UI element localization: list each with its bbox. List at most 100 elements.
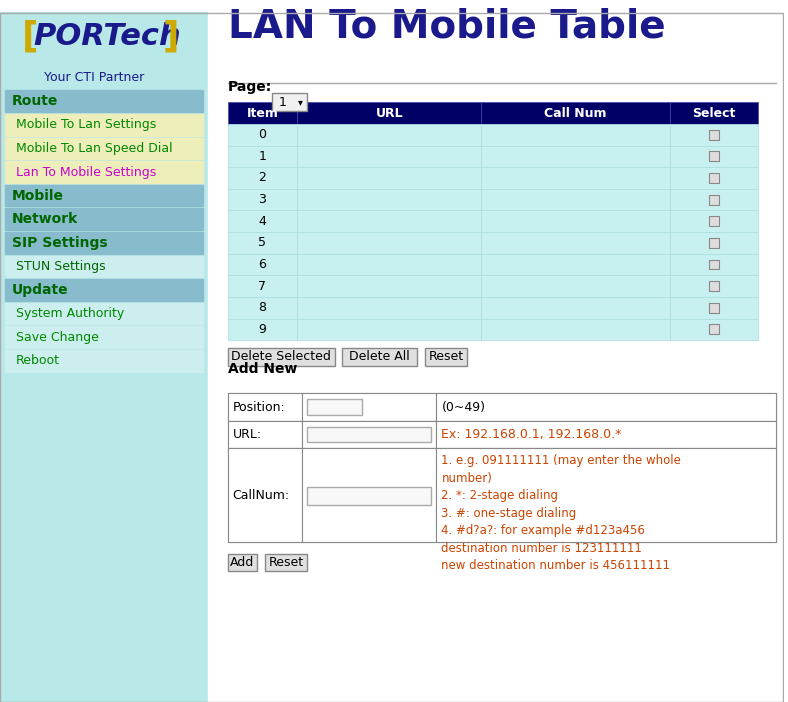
Bar bbox=[481, 253, 670, 275]
Bar bbox=[228, 167, 297, 189]
Bar bbox=[302, 420, 437, 449]
Text: 1: 1 bbox=[278, 95, 286, 109]
Bar bbox=[437, 393, 775, 420]
Bar bbox=[228, 253, 297, 275]
Bar bbox=[307, 427, 432, 442]
Bar bbox=[709, 130, 719, 140]
Bar bbox=[709, 216, 719, 226]
Text: Item: Item bbox=[247, 107, 278, 119]
Bar bbox=[208, 12, 784, 702]
Bar bbox=[481, 145, 670, 167]
Text: 1: 1 bbox=[258, 150, 266, 163]
Bar bbox=[425, 348, 467, 366]
Bar bbox=[709, 324, 719, 334]
Text: Update: Update bbox=[12, 283, 69, 297]
Bar bbox=[670, 145, 758, 167]
Bar bbox=[228, 211, 297, 232]
Bar bbox=[481, 319, 670, 340]
Bar bbox=[481, 275, 670, 297]
Bar bbox=[670, 275, 758, 297]
Text: Ex: 192.168.0.1, 192.168.0.*: Ex: 192.168.0.1, 192.168.0.* bbox=[441, 428, 622, 441]
Text: Mobile To Lan Speed Dial: Mobile To Lan Speed Dial bbox=[16, 142, 173, 155]
Bar bbox=[670, 167, 758, 189]
Text: URL:: URL: bbox=[232, 428, 262, 441]
Text: 7: 7 bbox=[258, 279, 266, 293]
Bar bbox=[437, 420, 775, 449]
Bar bbox=[228, 393, 775, 420]
Text: 2: 2 bbox=[258, 171, 266, 185]
Bar bbox=[709, 260, 719, 270]
Bar bbox=[228, 297, 297, 319]
Bar bbox=[297, 189, 481, 211]
Bar bbox=[228, 348, 334, 366]
Text: Delete Selected: Delete Selected bbox=[231, 350, 331, 364]
Text: Reboot: Reboot bbox=[16, 355, 60, 367]
Text: 9: 9 bbox=[258, 323, 266, 336]
Bar bbox=[297, 232, 481, 253]
Bar bbox=[228, 393, 302, 420]
Bar bbox=[709, 238, 719, 248]
Bar bbox=[297, 297, 481, 319]
Text: Page:: Page: bbox=[228, 81, 272, 94]
Bar bbox=[228, 232, 297, 253]
Bar bbox=[228, 275, 297, 297]
Bar bbox=[228, 420, 775, 449]
Text: 0: 0 bbox=[258, 128, 266, 141]
Bar bbox=[670, 319, 758, 340]
Bar bbox=[709, 152, 719, 161]
Bar bbox=[265, 554, 307, 571]
Bar bbox=[670, 124, 758, 145]
Bar bbox=[481, 232, 670, 253]
Bar bbox=[307, 399, 362, 415]
Bar bbox=[273, 93, 307, 111]
Text: Reset: Reset bbox=[429, 350, 463, 364]
Text: Position:: Position: bbox=[232, 401, 285, 413]
Bar bbox=[302, 449, 437, 542]
Text: 6: 6 bbox=[258, 258, 266, 271]
Bar bbox=[481, 297, 670, 319]
Text: SIP Settings: SIP Settings bbox=[12, 236, 107, 250]
Bar bbox=[709, 173, 719, 183]
Bar bbox=[670, 102, 758, 124]
Bar bbox=[228, 449, 302, 542]
Bar bbox=[5, 185, 203, 206]
Bar bbox=[481, 167, 670, 189]
Bar bbox=[5, 350, 203, 371]
Bar bbox=[0, 12, 208, 702]
Text: PORTech: PORTech bbox=[34, 22, 181, 51]
Bar bbox=[343, 348, 417, 366]
Bar bbox=[297, 319, 481, 340]
Text: Mobile: Mobile bbox=[12, 189, 64, 203]
Text: ▾: ▾ bbox=[298, 98, 303, 107]
Bar bbox=[709, 194, 719, 204]
Text: Mobile To Lan Settings: Mobile To Lan Settings bbox=[16, 119, 156, 131]
Bar bbox=[437, 449, 775, 542]
Text: Delete All: Delete All bbox=[349, 350, 410, 364]
Bar bbox=[297, 253, 481, 275]
Text: Reset: Reset bbox=[269, 556, 303, 569]
Bar bbox=[481, 102, 670, 124]
Text: Add: Add bbox=[230, 556, 255, 569]
Bar bbox=[297, 145, 481, 167]
Bar bbox=[297, 124, 481, 145]
Bar bbox=[5, 91, 203, 112]
Bar bbox=[481, 124, 670, 145]
Text: LAN To Mobile Table: LAN To Mobile Table bbox=[228, 7, 665, 45]
Text: [: [ bbox=[22, 19, 39, 53]
Text: System Authority: System Authority bbox=[16, 307, 125, 320]
Bar bbox=[297, 275, 481, 297]
Bar bbox=[228, 449, 775, 542]
Bar bbox=[228, 319, 297, 340]
Bar bbox=[228, 420, 302, 449]
Bar bbox=[5, 138, 203, 159]
Text: 3: 3 bbox=[258, 193, 266, 206]
Text: ]: ] bbox=[162, 19, 179, 53]
Text: Network: Network bbox=[12, 212, 78, 226]
Bar bbox=[302, 393, 437, 420]
Bar bbox=[5, 303, 203, 324]
Bar bbox=[5, 256, 203, 277]
Text: STUN Settings: STUN Settings bbox=[16, 260, 106, 273]
Bar bbox=[670, 189, 758, 211]
Bar bbox=[297, 211, 481, 232]
Bar bbox=[297, 102, 481, 124]
